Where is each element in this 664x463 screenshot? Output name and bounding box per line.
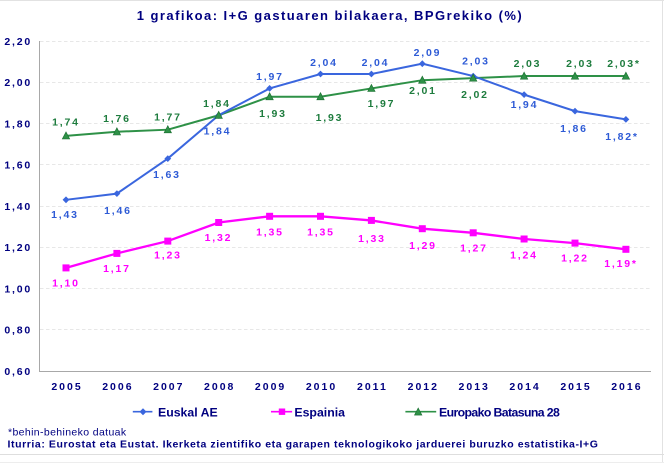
svg-text:2013: 2013 bbox=[459, 381, 490, 393]
svg-text:2005: 2005 bbox=[51, 381, 82, 393]
svg-text:1,10: 1,10 bbox=[52, 278, 80, 290]
svg-text:1,22: 1,22 bbox=[561, 253, 589, 265]
svg-text:1,46: 1,46 bbox=[104, 205, 132, 217]
svg-text:2016: 2016 bbox=[611, 381, 642, 393]
svg-text:*behin-behineko datuak: *behin-behineko datuak bbox=[8, 427, 127, 439]
svg-text:2,03: 2,03 bbox=[514, 58, 542, 70]
svg-text:2,00: 2,00 bbox=[4, 77, 32, 89]
svg-text:1,63: 1,63 bbox=[153, 169, 181, 181]
svg-text:2,03: 2,03 bbox=[462, 55, 490, 67]
svg-text:2014: 2014 bbox=[509, 381, 540, 393]
svg-text:1,32: 1,32 bbox=[205, 232, 233, 244]
svg-text:Europako Batasuna 28: Europako Batasuna 28 bbox=[439, 406, 560, 420]
svg-text:2,04: 2,04 bbox=[310, 57, 338, 69]
svg-text:0,60: 0,60 bbox=[4, 366, 32, 378]
svg-text:1,29: 1,29 bbox=[409, 240, 437, 252]
svg-text:1,80: 1,80 bbox=[4, 118, 32, 130]
svg-text:1,77: 1,77 bbox=[154, 112, 182, 124]
svg-text:2008: 2008 bbox=[204, 381, 235, 393]
svg-text:1,17: 1,17 bbox=[103, 263, 131, 275]
svg-text:1,35: 1,35 bbox=[307, 227, 335, 239]
svg-text:2012: 2012 bbox=[408, 381, 439, 393]
svg-text:1,20: 1,20 bbox=[4, 242, 32, 254]
svg-text:1,33: 1,33 bbox=[358, 233, 386, 245]
svg-text:1,93: 1,93 bbox=[316, 112, 344, 124]
svg-text:1,27: 1,27 bbox=[460, 243, 488, 255]
svg-text:1,84: 1,84 bbox=[204, 126, 232, 138]
svg-text:2006: 2006 bbox=[102, 381, 133, 393]
svg-text:1,40: 1,40 bbox=[4, 201, 32, 213]
svg-text:0,80: 0,80 bbox=[4, 325, 32, 337]
svg-text:2,09: 2,09 bbox=[414, 47, 442, 59]
svg-text:Iturria: Eurostat eta Eustat.: Iturria: Eurostat eta Eustat. Ikerketa z… bbox=[8, 439, 599, 451]
svg-text:1,19*: 1,19* bbox=[604, 258, 638, 270]
svg-text:1,35: 1,35 bbox=[256, 227, 284, 239]
svg-text:2,02: 2,02 bbox=[461, 89, 489, 101]
svg-text:2010: 2010 bbox=[306, 381, 337, 393]
svg-text:2,03: 2,03 bbox=[566, 58, 594, 70]
svg-text:2011: 2011 bbox=[357, 381, 388, 393]
svg-text:1,84: 1,84 bbox=[203, 98, 231, 110]
svg-text:2007: 2007 bbox=[153, 381, 184, 393]
svg-text:2015: 2015 bbox=[560, 381, 591, 393]
svg-text:2,01: 2,01 bbox=[409, 85, 437, 97]
svg-text:1,00: 1,00 bbox=[4, 283, 32, 295]
svg-text:2,20: 2,20 bbox=[4, 36, 32, 48]
svg-text:1,76: 1,76 bbox=[103, 113, 131, 125]
svg-text:1,43: 1,43 bbox=[51, 209, 79, 221]
svg-text:1,93: 1,93 bbox=[259, 108, 287, 120]
svg-text:1 grafikoa: I+G gastuaren bila: 1 grafikoa: I+G gastuaren bilakaera, BPG… bbox=[137, 8, 523, 23]
svg-text:1,86: 1,86 bbox=[560, 123, 588, 135]
svg-text:Espainia: Espainia bbox=[294, 406, 345, 420]
svg-text:Euskal AE: Euskal AE bbox=[158, 405, 218, 419]
svg-text:1,97: 1,97 bbox=[256, 71, 284, 83]
svg-text:1,97: 1,97 bbox=[368, 98, 396, 110]
svg-text:2009: 2009 bbox=[255, 381, 286, 393]
svg-text:1,82*: 1,82* bbox=[605, 131, 639, 143]
svg-text:1,60: 1,60 bbox=[4, 160, 32, 172]
svg-text:2,03*: 2,03* bbox=[607, 58, 641, 70]
svg-text:1,24: 1,24 bbox=[510, 250, 538, 262]
svg-text:1,23: 1,23 bbox=[154, 250, 182, 262]
svg-text:1,94: 1,94 bbox=[511, 99, 539, 111]
svg-text:1,74: 1,74 bbox=[52, 117, 80, 129]
svg-text:2,04: 2,04 bbox=[362, 57, 390, 69]
